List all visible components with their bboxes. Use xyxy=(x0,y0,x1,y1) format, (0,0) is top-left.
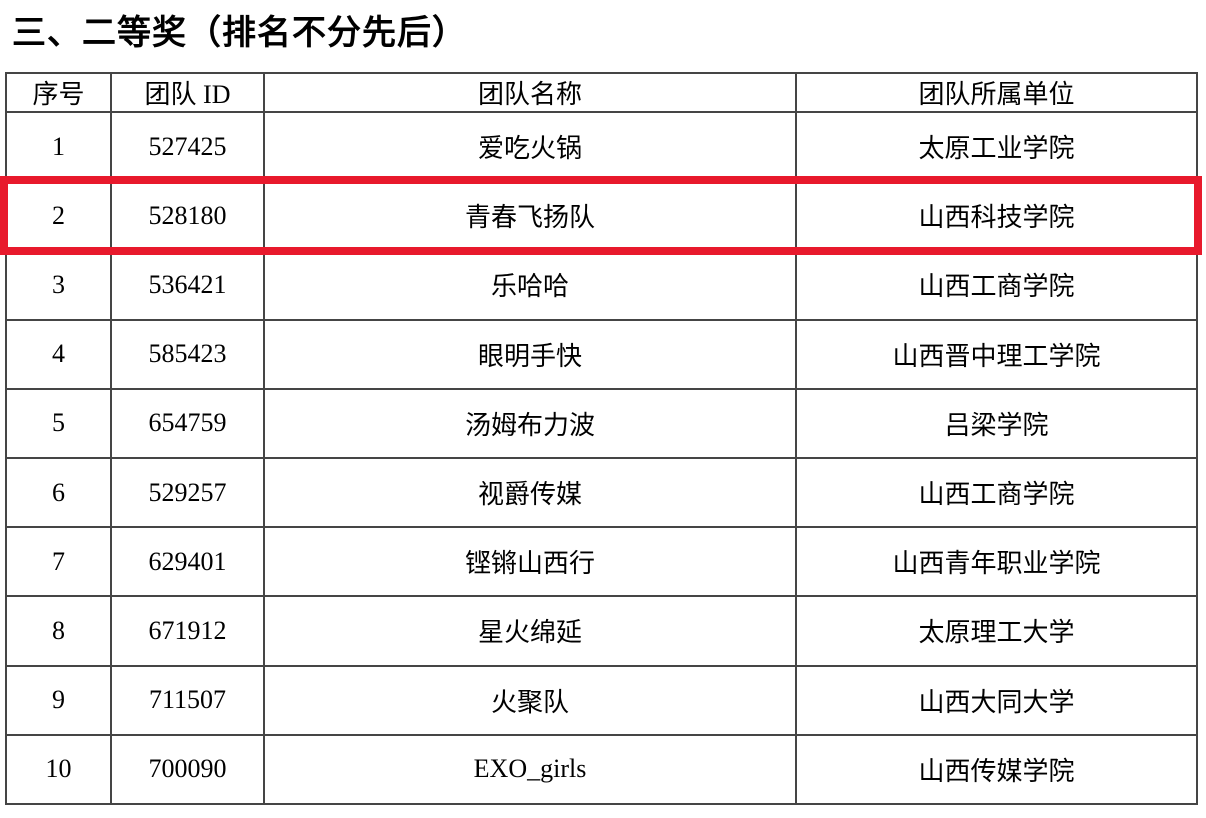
cell-team-org: 山西晋中理工学院 xyxy=(795,318,1198,390)
cell-serial-no: 10 xyxy=(5,733,112,806)
cell-serial-no: 1 xyxy=(5,110,112,183)
column-header-id: 团队 ID xyxy=(110,72,265,113)
table-row: 1 527425 爱吃火锅 太原工业学院 xyxy=(5,110,1198,183)
cell-team-id: 585423 xyxy=(110,318,265,390)
cell-team-name: 眼明手快 xyxy=(263,318,797,390)
table-row: 7 629401 铿锵山西行 山西青年职业学院 xyxy=(5,526,1198,598)
cell-serial-no: 2 xyxy=(5,180,112,252)
cell-serial-no: 7 xyxy=(5,526,112,598)
cell-team-id: 700090 xyxy=(110,733,265,806)
cell-serial-no: 3 xyxy=(5,249,112,321)
cell-team-org: 山西青年职业学院 xyxy=(795,526,1198,598)
column-header-org: 团队所属单位 xyxy=(795,72,1198,113)
cell-team-org: 山西科技学院 xyxy=(795,180,1198,252)
table-row: 9 711507 火聚队 山西大同大学 xyxy=(5,664,1198,736)
cell-team-org: 山西大同大学 xyxy=(795,664,1198,736)
cell-team-org: 山西工商学院 xyxy=(795,456,1198,529)
cell-team-id: 629401 xyxy=(110,526,265,598)
awards-table: 序号 团队 ID 团队名称 团队所属单位 1 527425 爱吃火锅 太原工业学… xyxy=(5,72,1198,806)
cell-team-id: 711507 xyxy=(110,664,265,736)
cell-serial-no: 4 xyxy=(5,318,112,390)
cell-team-id: 528180 xyxy=(110,180,265,252)
cell-team-org: 吕梁学院 xyxy=(795,387,1198,459)
cell-team-org: 太原理工大学 xyxy=(795,595,1198,667)
cell-team-id: 527425 xyxy=(110,110,265,183)
table-row: 5 654759 汤姆布力波 吕梁学院 xyxy=(5,387,1198,459)
cell-team-name: 星火绵延 xyxy=(263,595,797,667)
cell-serial-no: 6 xyxy=(5,456,112,529)
column-header-no: 序号 xyxy=(5,72,112,113)
cell-team-org: 山西工商学院 xyxy=(795,249,1198,321)
cell-team-name: EXO_girls xyxy=(263,733,797,806)
cell-team-name: 视爵传媒 xyxy=(263,456,797,529)
cell-team-id: 671912 xyxy=(110,595,265,667)
cell-team-id: 536421 xyxy=(110,249,265,321)
table-row: 8 671912 星火绵延 太原理工大学 xyxy=(5,595,1198,667)
table-header-row: 序号 团队 ID 团队名称 团队所属单位 xyxy=(5,72,1198,113)
cell-team-org: 太原工业学院 xyxy=(795,110,1198,183)
column-header-name: 团队名称 xyxy=(263,72,797,113)
cell-team-name: 汤姆布力波 xyxy=(263,387,797,459)
cell-team-id: 654759 xyxy=(110,387,265,459)
cell-serial-no: 5 xyxy=(5,387,112,459)
cell-serial-no: 9 xyxy=(5,664,112,736)
table-row: 10 700090 EXO_girls 山西传媒学院 xyxy=(5,733,1198,806)
cell-team-id: 529257 xyxy=(110,456,265,529)
table-row: 6 529257 视爵传媒 山西工商学院 xyxy=(5,456,1198,529)
cell-team-name: 火聚队 xyxy=(263,664,797,736)
cell-team-name: 铿锵山西行 xyxy=(263,526,797,598)
table-row: 3 536421 乐哈哈 山西工商学院 xyxy=(5,249,1198,321)
table-row: 2 528180 青春飞扬队 山西科技学院 xyxy=(5,180,1198,252)
table-row: 4 585423 眼明手快 山西晋中理工学院 xyxy=(5,318,1198,390)
cell-team-name: 青春飞扬队 xyxy=(263,180,797,252)
cell-team-org: 山西传媒学院 xyxy=(795,733,1198,806)
page-title: 三、二等奖（排名不分先后） xyxy=(12,15,467,52)
cell-serial-no: 8 xyxy=(5,595,112,667)
cell-team-name: 爱吃火锅 xyxy=(263,110,797,183)
cell-team-name: 乐哈哈 xyxy=(263,249,797,321)
